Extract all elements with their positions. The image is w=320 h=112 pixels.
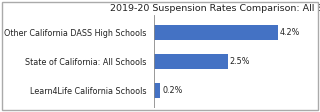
Bar — [154, 83, 160, 98]
Text: 0.2%: 0.2% — [162, 86, 182, 95]
Title: 2019-20 Suspension Rates Comparison: All Students: 2019-20 Suspension Rates Comparison: All… — [110, 4, 320, 13]
Bar — [154, 25, 278, 40]
Text: 4.2%: 4.2% — [280, 28, 300, 37]
Text: 2.5%: 2.5% — [230, 57, 250, 66]
Bar — [154, 54, 228, 69]
